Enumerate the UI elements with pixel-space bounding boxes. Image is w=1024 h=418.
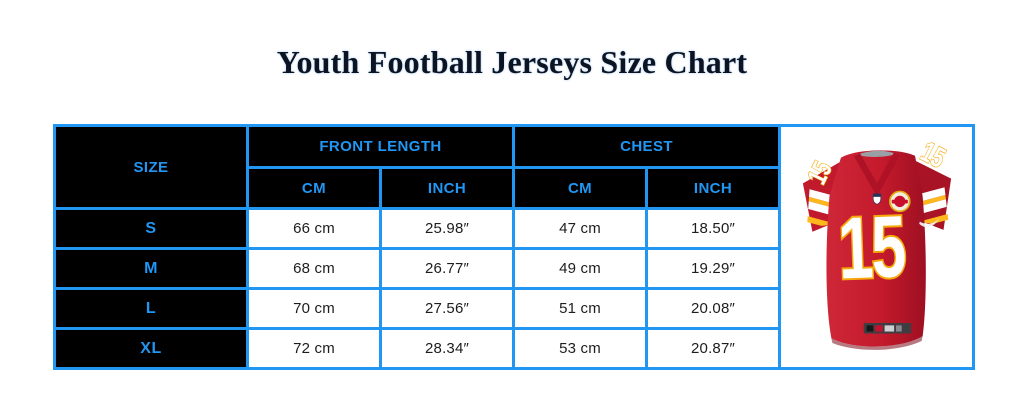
header-front-length: FRONT LENGTH [245,124,516,169]
cell-l-chest-cm: 51 cm [512,287,649,330]
table-row-xl: XL 72 cm 28.34″ 53 cm 20.87″ [53,327,974,370]
cell-m-chest-inch: 19.29″ [645,247,782,290]
cell-s-chest-cm: 47 cm [512,207,649,250]
header-chest: CHEST [512,124,782,169]
size-cell-xl: XL [53,327,249,370]
red-football-jersey: 15 15 15 [797,136,956,350]
subheader-chest-inch: INCH [645,166,782,210]
cell-xl-front-inch: 28.34″ [378,327,516,370]
subheader-front-inch: INCH [378,166,516,210]
size-cell-l: L [53,287,249,330]
table-row-s: S 66 cm 25.98″ 47 cm 18.50″ [53,207,974,250]
nfl-shield-icon [872,193,881,205]
cell-m-chest-cm: 49 cm [512,247,649,290]
jersey-photo-cell: 15 15 15 [778,124,976,370]
cell-l-chest-inch: 20.08″ [645,287,782,330]
swoosh-icon [918,217,939,228]
page-title: Youth Football Jerseys Size Chart [276,44,748,80]
cell-m-front-inch: 26.77″ [378,247,516,290]
cell-xl-front-cm: 72 cm [246,327,382,370]
table-row-l: L 70 cm 27.56″ 51 cm 20.08″ [53,287,974,330]
jock-tag [863,323,911,334]
cell-xl-chest-cm: 53 cm [512,327,649,370]
cell-s-front-inch: 25.98″ [378,207,516,250]
size-cell-s: S [53,207,249,250]
size-cell-m: M [53,247,249,290]
cell-s-front-cm: 66 cm [246,207,382,250]
header-size: SIZE [53,124,249,210]
table-row-m: M 68 cm 26.77″ 49 cm 19.29″ [53,247,974,290]
jersey-image: 15 15 15 [781,130,972,364]
subheader-chest-cm: CM [512,166,649,210]
cell-s-chest-inch: 18.50″ [645,207,782,250]
jersey-hem-shadow [830,336,923,350]
cell-m-front-cm: 68 cm [246,247,382,290]
chest-number: 15 [834,197,908,300]
team-patch-icon [888,190,911,213]
cell-l-front-inch: 27.56″ [378,287,516,330]
svg-text:15: 15 [836,198,906,298]
subheader-front-cm: CM [246,166,382,210]
size-chart-table: SIZE FRONT LENGTH CHEST [53,124,976,370]
cell-l-front-cm: 70 cm [246,287,382,330]
cell-xl-chest-inch: 20.87″ [645,327,782,370]
v-neck-collar [853,152,900,197]
collar-inner-band [856,150,897,158]
